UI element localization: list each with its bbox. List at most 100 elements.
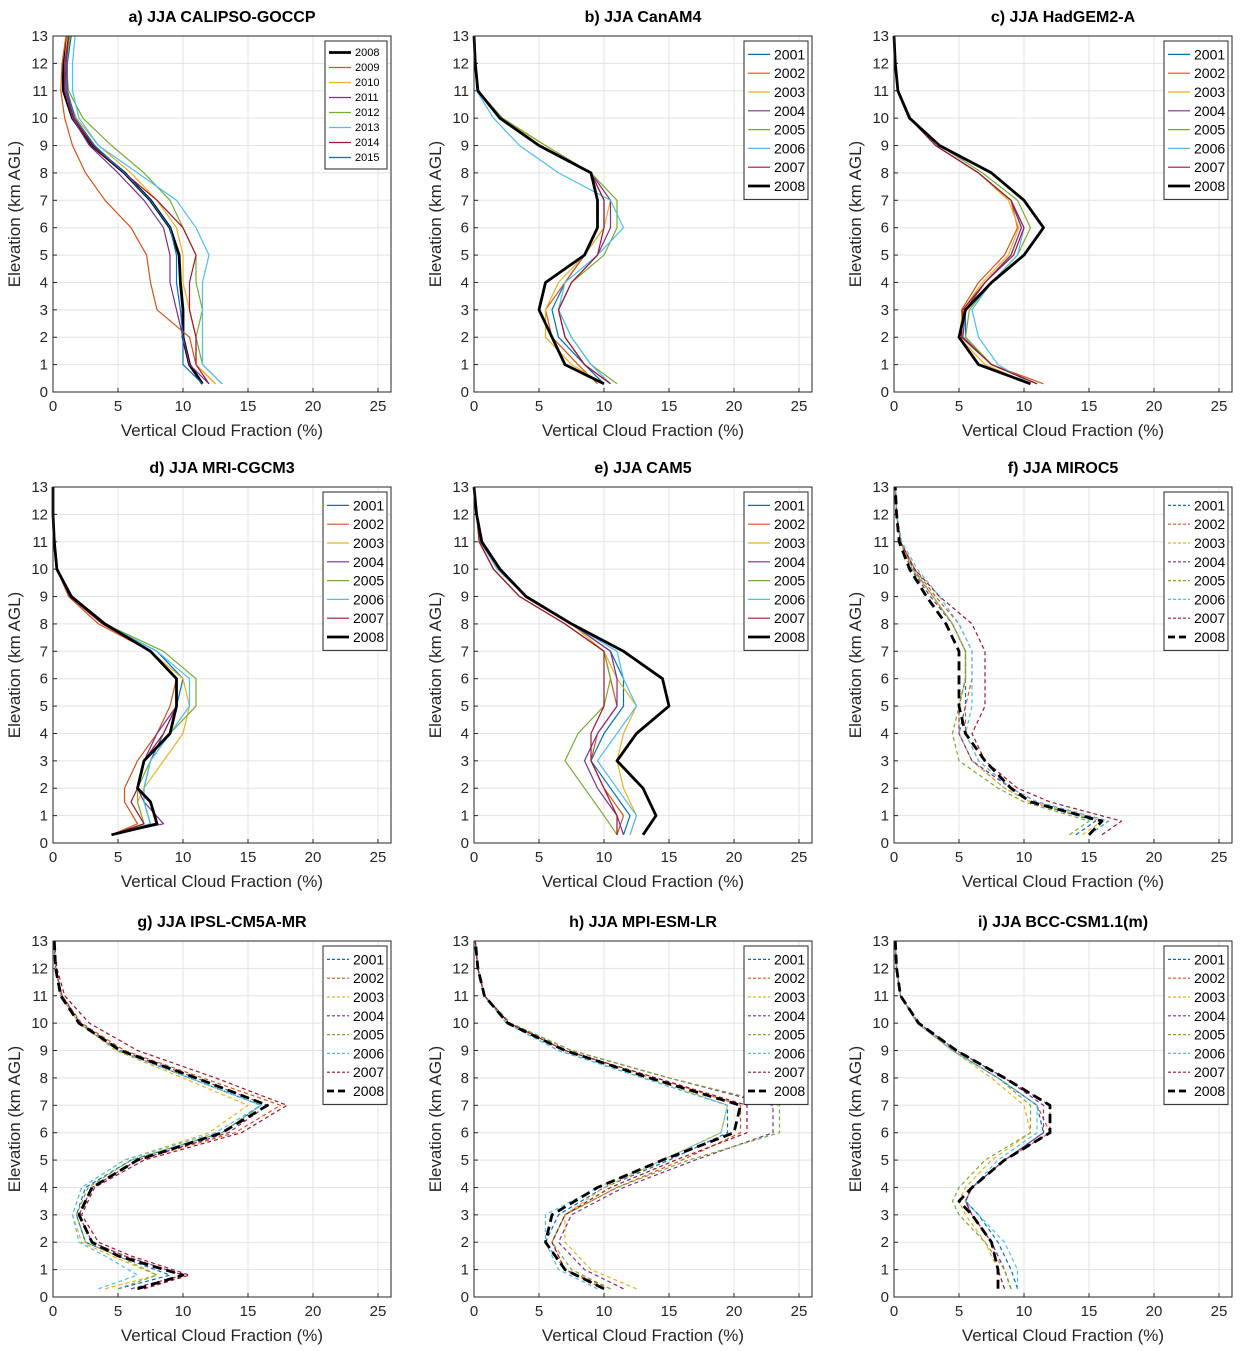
legend-label-2001: 2001	[774, 497, 805, 513]
y-tick-label: 11	[453, 988, 469, 1005]
y-tick-label: 12	[872, 960, 889, 977]
panel-3: 0 5 10 15 20 25012345678910111213200120022003…	[5, 460, 392, 891]
legend-label-2002: 2002	[1194, 970, 1225, 986]
series-line-2009	[60, 35, 216, 385]
y-tick-label: 12	[452, 55, 469, 72]
series-line-2003	[53, 940, 249, 1290]
panel-5: 0 5 10 15 20 25012345678910111213200120022003…	[846, 460, 1233, 891]
legend-label-2008: 2008	[774, 178, 805, 194]
legend-label-2004: 2004	[353, 554, 384, 570]
y-tick-label: 2	[40, 329, 48, 346]
chart-title: c) JJA HadGEM2-A	[991, 9, 1136, 26]
y-tick-label: 0	[461, 384, 469, 401]
legend-label-2001: 2001	[1194, 951, 1225, 967]
legend-label-2002: 2002	[353, 516, 384, 532]
series-line-2004	[53, 940, 269, 1290]
series-line-2008	[472, 35, 605, 386]
y-tick-label: 1	[40, 357, 48, 374]
x-tick-label: 25	[370, 398, 387, 415]
chart-title: a) JJA CALIPSO-GOCCP	[129, 9, 316, 26]
y-tick-label: 2	[40, 1234, 48, 1251]
x-tick-label: 0	[890, 1303, 898, 1320]
x-tick-label: 0	[49, 1303, 57, 1320]
y-tick-label: 7	[40, 1097, 48, 1114]
series-line-2007	[894, 486, 1123, 836]
legend-label-2007: 2007	[774, 610, 805, 626]
y-tick-label: 8	[461, 1070, 469, 1087]
x-tick-label: 0	[49, 849, 57, 866]
x-axis-label: Vertical Cloud Fraction (%)	[121, 1326, 323, 1345]
legend-label-2002: 2002	[1194, 516, 1225, 532]
axes-box	[473, 940, 813, 1298]
y-tick-label: 2	[881, 329, 889, 346]
series-line-2011	[64, 35, 210, 385]
legend-label-2007: 2007	[774, 1064, 805, 1080]
legend	[743, 945, 809, 1105]
legend-label-2003: 2003	[774, 989, 805, 1005]
y-tick-label: 7	[461, 192, 469, 209]
series-line-2005	[53, 940, 262, 1290]
x-tick-label: 15	[1081, 849, 1098, 866]
x-tick-label: 5	[535, 398, 543, 415]
y-tick-label: 3	[461, 753, 469, 770]
axes-box	[893, 940, 1233, 1298]
x-tick-label: 10	[175, 849, 192, 866]
y-axis-label: Elevation (km AGL)	[846, 592, 865, 738]
y-tick-label: 9	[461, 1043, 469, 1060]
x-tick-label: 20	[1146, 849, 1163, 866]
legend-label-2008: 2008	[1194, 629, 1225, 645]
y-tick-label: 6	[461, 220, 469, 237]
y-tick-label: 9	[40, 589, 48, 606]
y-tick-label: 9	[881, 1043, 889, 1060]
x-tick-label: 0	[470, 1303, 478, 1320]
legend-label-2013: 2013	[355, 122, 379, 134]
x-tick-label: 25	[1211, 849, 1228, 866]
x-tick-label: 25	[791, 1303, 808, 1320]
series-line-2004	[894, 940, 1045, 1289]
chart-title: e) JJA CAM5	[594, 460, 691, 477]
legend	[322, 945, 388, 1105]
y-tick-label: 3	[881, 753, 889, 770]
y-tick-label: 4	[881, 274, 889, 291]
y-tick-label: 6	[40, 220, 48, 237]
y-tick-label: 5	[40, 698, 48, 715]
y-tick-label: 13	[31, 479, 48, 496]
legend-label-2002: 2002	[1194, 65, 1225, 81]
y-tick-label: 5	[461, 698, 469, 715]
y-tick-label: 13	[872, 479, 889, 496]
axes-box	[473, 35, 813, 393]
y-tick-label: 0	[881, 1289, 889, 1306]
y-axis-label: Elevation (km AGL)	[426, 141, 445, 287]
y-tick-label: 10	[872, 1015, 889, 1032]
x-tick-label: 15	[240, 398, 257, 415]
series-line-2005	[894, 486, 1090, 836]
legend-label-2003: 2003	[1194, 84, 1225, 100]
y-tick-label: 9	[461, 589, 469, 606]
y-tick-label: 4	[40, 274, 48, 291]
x-tick-label: 0	[470, 398, 478, 415]
y-tick-label: 5	[461, 1152, 469, 1169]
x-axis-label: Vertical Cloud Fraction (%)	[962, 872, 1164, 891]
y-tick-label: 13	[31, 933, 48, 950]
y-tick-label: 1	[461, 808, 469, 825]
legend-label-2008: 2008	[1194, 178, 1225, 194]
panel-8: 0 5 10 15 20 25012345678910111213200120022003…	[846, 914, 1233, 1345]
legend-label-2001: 2001	[774, 951, 805, 967]
series-line-2006	[474, 940, 729, 1290]
legend-label-2005: 2005	[774, 122, 805, 138]
x-tick-label: 15	[661, 1303, 678, 1320]
legend-label-2003: 2003	[353, 535, 384, 551]
y-tick-label: 10	[31, 561, 48, 578]
x-tick-label: 0	[890, 849, 898, 866]
x-tick-label: 25	[1211, 398, 1228, 415]
x-axis-label: Vertical Cloud Fraction (%)	[542, 872, 744, 891]
y-tick-label: 6	[881, 671, 889, 688]
x-axis-label: Vertical Cloud Fraction (%)	[121, 872, 323, 891]
x-tick-label: 10	[175, 398, 192, 415]
y-tick-label: 9	[881, 138, 889, 155]
y-axis-label: Elevation (km AGL)	[5, 1046, 24, 1192]
legend-label-2004: 2004	[774, 103, 805, 119]
legend	[1163, 40, 1229, 200]
series-line-2006	[894, 486, 1110, 836]
y-tick-label: 5	[461, 247, 469, 264]
